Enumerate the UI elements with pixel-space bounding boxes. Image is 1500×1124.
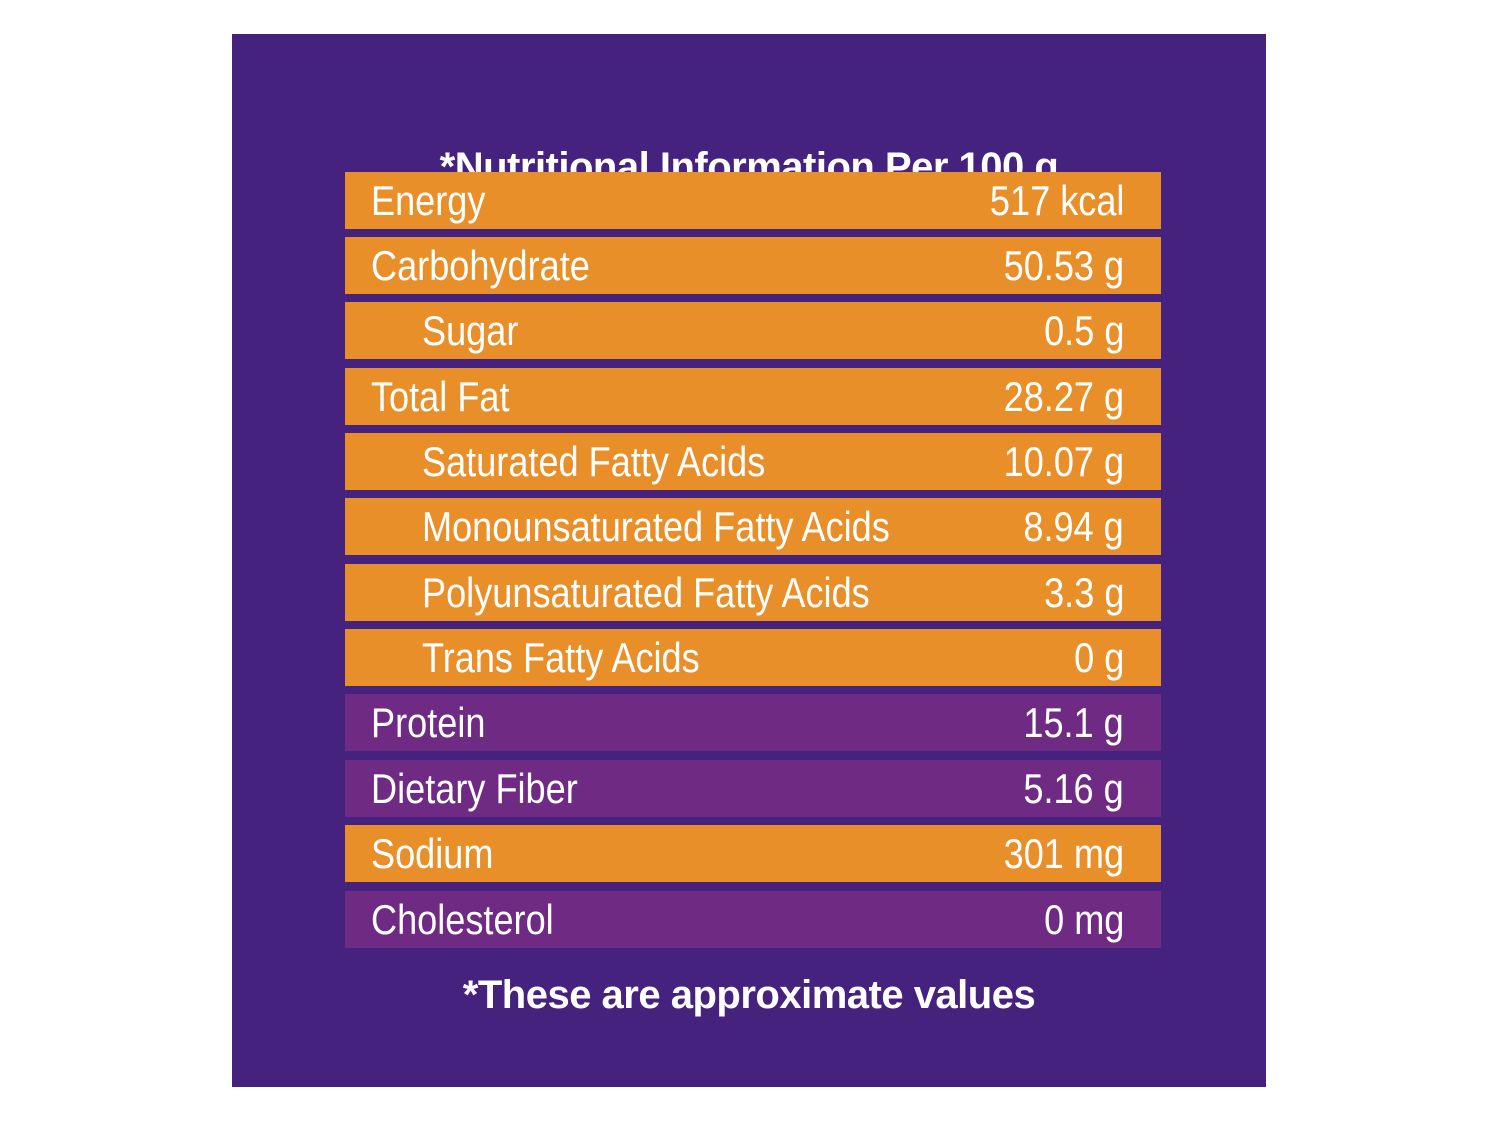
nutrient-row-total-fat: Total Fat 28.27 g xyxy=(345,368,1161,425)
nutrient-row-carbohydrate: Carbohydrate 50.53 g xyxy=(345,237,1161,294)
nutrient-value: 0 mg xyxy=(1043,896,1124,943)
nutrient-value: 301 mg xyxy=(1003,830,1124,877)
nutrient-label: Dietary Fiber xyxy=(371,765,578,812)
nutrient-label: Polyunsaturated Fatty Acids xyxy=(422,569,870,616)
nutrient-value: 0 g xyxy=(1073,634,1124,681)
nutrient-label: Total Fat xyxy=(371,373,510,420)
nutrient-label: Protein xyxy=(371,699,486,746)
nutrient-value: 28.27 g xyxy=(1003,373,1124,420)
nutrient-value: 3.3 g xyxy=(1043,569,1124,616)
nutrient-row-saturated-fatty-acids: Saturated Fatty Acids 10.07 g xyxy=(345,433,1161,490)
nutrient-value: 0.5 g xyxy=(1043,307,1124,354)
nutrient-value: 50.53 g xyxy=(1003,242,1124,289)
nutrition-panel: *Nutritional Information Per 100 g Energ… xyxy=(232,34,1266,1087)
nutrient-row-cholesterol: Cholesterol 0 mg xyxy=(345,891,1161,948)
nutrient-value: 8.94 g xyxy=(1023,503,1124,550)
nutrient-value: 15.1 g xyxy=(1023,699,1124,746)
nutrient-row-polyunsaturated-fatty-acids: Polyunsaturated Fatty Acids 3.3 g xyxy=(345,564,1161,621)
nutrient-row-sodium: Sodium 301 mg xyxy=(345,825,1161,882)
nutrient-row-protein: Protein 15.1 g xyxy=(345,694,1161,751)
nutrient-label: Saturated Fatty Acids xyxy=(422,438,766,485)
nutrient-value: 517 kcal xyxy=(989,177,1124,224)
nutrient-label: Carbohydrate xyxy=(371,242,590,289)
nutrient-label: Cholesterol xyxy=(371,896,554,943)
nutrient-row-sugar: Sugar 0.5 g xyxy=(345,302,1161,359)
nutrient-value: 5.16 g xyxy=(1023,765,1124,812)
nutrient-label: Sodium xyxy=(371,830,494,877)
approximate-values-footnote: *These are approximate values xyxy=(462,973,1036,1017)
nutrient-row-trans-fatty-acids: Trans Fatty Acids 0 g xyxy=(345,629,1161,686)
nutrient-label: Trans Fatty Acids xyxy=(422,634,700,681)
nutrient-row-dietary-fiber: Dietary Fiber 5.16 g xyxy=(345,760,1161,817)
nutrient-label: Sugar xyxy=(422,307,519,354)
nutrient-row-monounsaturated-fatty-acids: Monounsaturated Fatty Acids 8.94 g xyxy=(345,498,1161,555)
nutrient-row-energy: Energy 517 kcal xyxy=(345,172,1161,229)
nutrient-value: 10.07 g xyxy=(1003,438,1124,485)
nutrient-label: Monounsaturated Fatty Acids xyxy=(422,503,890,550)
nutrient-label: Energy xyxy=(371,177,486,224)
